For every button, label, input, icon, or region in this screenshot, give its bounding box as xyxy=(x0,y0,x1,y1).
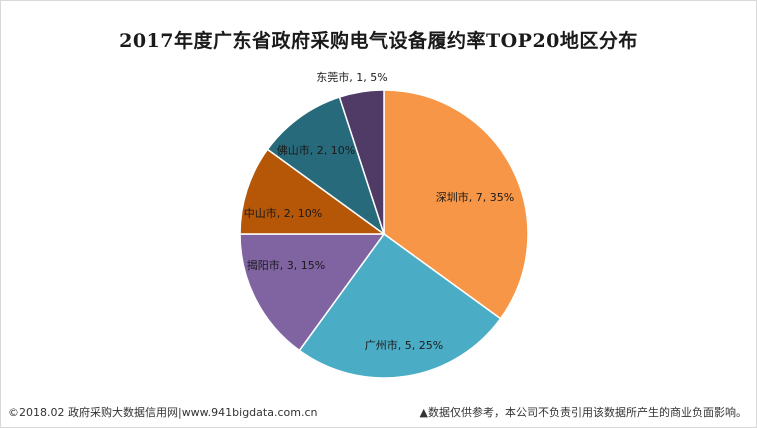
chart-title: 2017年度广东省政府采购电气设备履约率TOP20地区分布 xyxy=(119,30,638,52)
slice-label-2: 广州市, 5, 25% xyxy=(365,338,443,352)
slice-label-3: 揭阳市, 3, 15% xyxy=(247,258,325,272)
slice-label-1: 深圳市, 7, 35% xyxy=(436,190,514,204)
pie-slices xyxy=(239,89,529,379)
footer-disclaimer: ▲数据仅供参考，本公司不负责引用该数据所产生的商业负面影响。 xyxy=(419,406,747,419)
pie-slice-2 xyxy=(298,232,502,379)
pie-slice-4 xyxy=(239,148,387,235)
pie-slice-3 xyxy=(239,233,386,352)
pie-slice-6 xyxy=(338,89,385,235)
pie-slice-1 xyxy=(383,89,529,320)
slice-label-4: 中山市, 2, 10% xyxy=(244,206,322,220)
footer-copyright: ©2018.02 政府采购大数据信用网|www.941bigdata.com.c… xyxy=(8,406,318,419)
slice-label-5: 佛山市, 2, 10% xyxy=(277,143,355,157)
pie-labels: 深圳市, 7, 35% 广州市, 5, 25% 揭阳市, 3, 15% 中山市, 2,… xyxy=(244,70,514,352)
pie-slice-5 xyxy=(266,96,386,236)
slice-label-6: 东莞市, 1, 5% xyxy=(316,70,387,84)
